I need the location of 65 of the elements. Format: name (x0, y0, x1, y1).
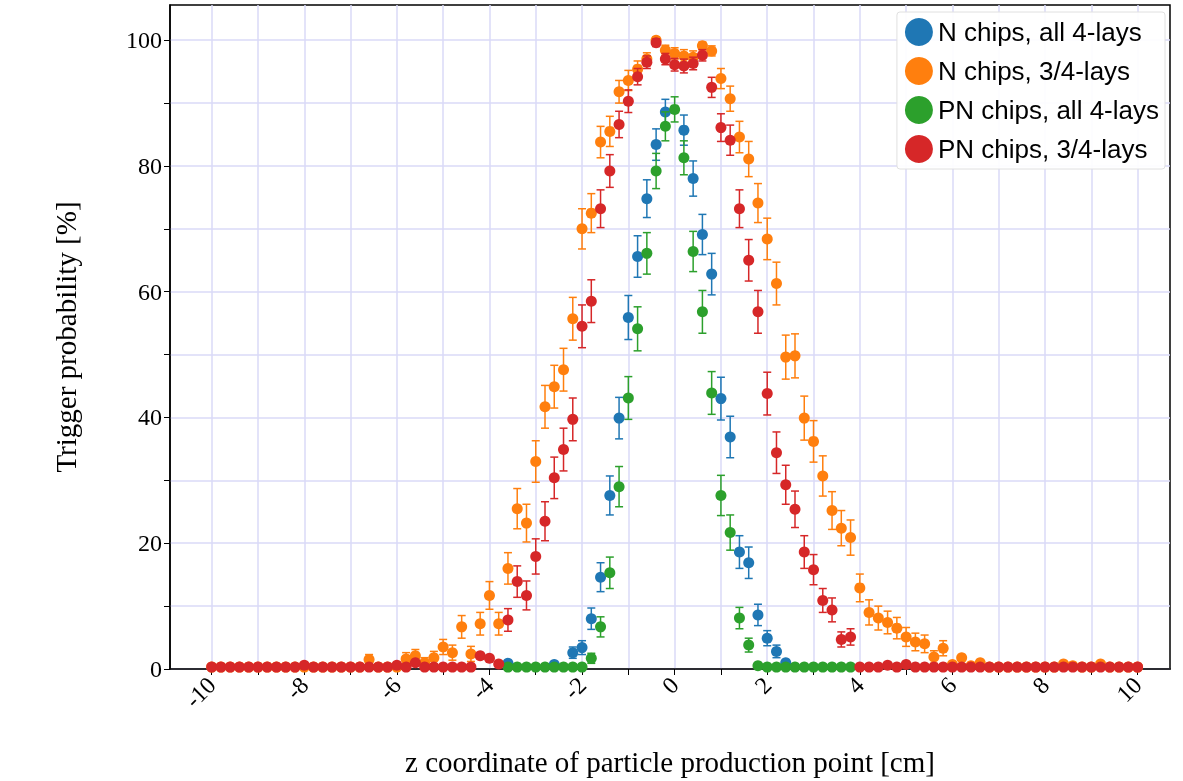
point (595, 571, 607, 583)
x-tick-label: 10 (1111, 671, 1147, 708)
point (511, 661, 523, 673)
point (530, 661, 542, 673)
x-tick-label: -2 (558, 671, 592, 705)
point (733, 546, 745, 558)
point (696, 306, 708, 318)
point (687, 173, 699, 185)
y-tick-label: 20 (138, 530, 162, 557)
x-tick-label: 6 (934, 671, 962, 699)
x-tick-label: 0 (656, 671, 684, 699)
point (604, 489, 616, 501)
point (780, 661, 792, 673)
point (687, 245, 699, 257)
x-tick-label: -4 (466, 671, 499, 705)
x-axis-title: z coordinate of particle production point [cm] (405, 745, 935, 778)
point (752, 609, 764, 621)
point (715, 489, 727, 501)
y-tick-label: 80 (138, 152, 162, 179)
point (567, 661, 579, 673)
point (622, 312, 634, 323)
point (696, 229, 708, 240)
x-tick-label: -8 (280, 671, 314, 705)
x-tick-label: -6 (373, 671, 407, 705)
point (752, 660, 764, 672)
point (678, 152, 690, 164)
point (724, 527, 736, 539)
point (761, 661, 773, 673)
point (817, 661, 829, 673)
point (576, 661, 588, 673)
point (650, 139, 662, 151)
point (835, 661, 847, 673)
point (669, 103, 681, 115)
point (641, 247, 653, 259)
point (706, 387, 718, 399)
y-tick-label: 40 (138, 404, 162, 431)
y-tick-label: 60 (138, 278, 162, 305)
point (613, 481, 625, 493)
point (715, 393, 727, 405)
point (724, 431, 736, 443)
point (585, 613, 597, 625)
y-tick-label: 100 (126, 27, 162, 54)
x-tick-label: 8 (1027, 671, 1055, 699)
legend-label: N chips, 3/4-lays (937, 56, 1131, 86)
point (678, 124, 690, 136)
y-axis-title: Trigger probability [%] (49, 201, 82, 473)
point (733, 612, 745, 624)
point (622, 392, 634, 404)
point (706, 268, 718, 280)
legend-label: N chips, all 4-lays (937, 17, 1142, 47)
point (659, 120, 671, 132)
point (604, 567, 616, 579)
x-tick-label: 4 (842, 671, 870, 699)
point (743, 557, 755, 569)
point (632, 323, 644, 335)
point (613, 412, 625, 424)
point (632, 251, 644, 263)
x-tick-label: 2 (749, 671, 777, 699)
legend-label: PN chips, 3/4-lays (937, 134, 1148, 164)
legend-label: PN chips, all 4-lays (937, 95, 1159, 125)
point (641, 193, 653, 205)
point (595, 621, 607, 633)
point (650, 165, 662, 177)
point (798, 661, 810, 673)
x-tick-label: -10 (179, 671, 221, 713)
